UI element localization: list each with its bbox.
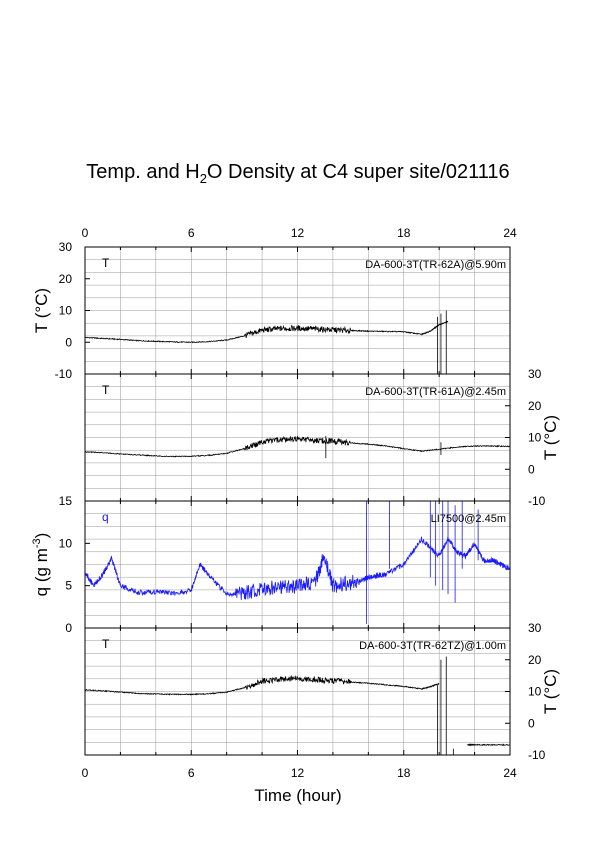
panel-variable-label: T — [102, 256, 110, 270]
y-tick-label: 10 — [59, 304, 73, 318]
y-tick-label: -10 — [528, 494, 546, 508]
y-tick-label: 30 — [528, 621, 542, 635]
panel-sensor-label: LI7500@2.45m — [431, 513, 506, 525]
panel-variable-label: q — [102, 510, 109, 524]
panel-sensor-label: DA-600-3T(TR-61A)@2.45m — [365, 386, 506, 398]
series-line — [84, 435, 510, 458]
y-axis-title: T (°C) — [32, 288, 51, 333]
y-tick-label: 0 — [528, 462, 535, 476]
top-x-tick-label: 6 — [188, 226, 195, 240]
plot-area: 30 20 10 0 -10 T (°C) T DA-600-3T(TR-62A)@5.90m… — [31, 226, 560, 780]
top-x-tick-label: 18 — [397, 226, 411, 240]
panel-p3: 15 10 5 0 q (g m-3) q LI7500@2.45m — [31, 494, 511, 635]
top-x-tick-label: 12 — [291, 226, 305, 240]
bottom-x-tick-label: 12 — [291, 766, 305, 780]
panel-p2: 30 20 10 0 -10 T (°C) T DA-600-3T(TR-61A)@2.45m — [84, 367, 560, 508]
y-tick-label: 10 — [528, 685, 542, 699]
y-tick-label: 15 — [59, 494, 73, 508]
panel-variable-label: T — [102, 383, 110, 397]
y-tick-label: 10 — [528, 431, 542, 445]
y-tick-label: 0 — [528, 716, 535, 730]
bottom-x-tick-label: 0 — [82, 766, 89, 780]
bottom-x-tick-label: 18 — [397, 766, 411, 780]
x-axis-title: Time (hour) — [254, 786, 341, 805]
top-x-tick-label: 24 — [503, 226, 517, 240]
bottom-x-tick-label: 6 — [188, 766, 195, 780]
y-tick-label: -10 — [528, 748, 546, 762]
panel-p4: 30 20 10 0 -10 T (°C) T DA-600-3T(TR-62TZ)@1.00… — [84, 621, 560, 762]
chart-title: Temp. and H2O Density at C4 super site/0… — [86, 161, 509, 186]
series-line — [84, 320, 449, 344]
y-tick-label: 5 — [65, 579, 72, 593]
y-tick-label: 10 — [59, 536, 73, 550]
series-line — [84, 675, 440, 696]
y-tick-label: 30 — [59, 240, 73, 254]
y-tick-label: 20 — [59, 272, 73, 286]
top-x-tick-label: 0 — [82, 226, 89, 240]
bottom-x-tick-label: 24 — [503, 766, 517, 780]
y-axis-title: T (°C) — [541, 415, 560, 460]
panel-sensor-label: DA-600-3T(TR-62TZ)@1.00m — [359, 640, 506, 652]
y-tick-label: 0 — [65, 335, 72, 349]
y-tick-label: 0 — [65, 621, 72, 635]
y-tick-label: 30 — [528, 367, 542, 381]
y-tick-label: 20 — [528, 653, 542, 667]
y-axis-title: T (°C) — [541, 669, 560, 714]
y-tick-label: -10 — [55, 367, 73, 381]
panel-p1: 30 20 10 0 -10 T (°C) T DA-600-3T(TR-62A)@5.90m — [32, 240, 511, 381]
y-axis-title: q (g m-3) — [31, 533, 51, 597]
y-tick-label: 20 — [528, 399, 542, 413]
series-line — [467, 743, 511, 747]
panel-sensor-label: DA-600-3T(TR-62A)@5.90m — [365, 259, 506, 271]
series-line — [84, 536, 511, 601]
panel-variable-label: T — [102, 637, 110, 651]
